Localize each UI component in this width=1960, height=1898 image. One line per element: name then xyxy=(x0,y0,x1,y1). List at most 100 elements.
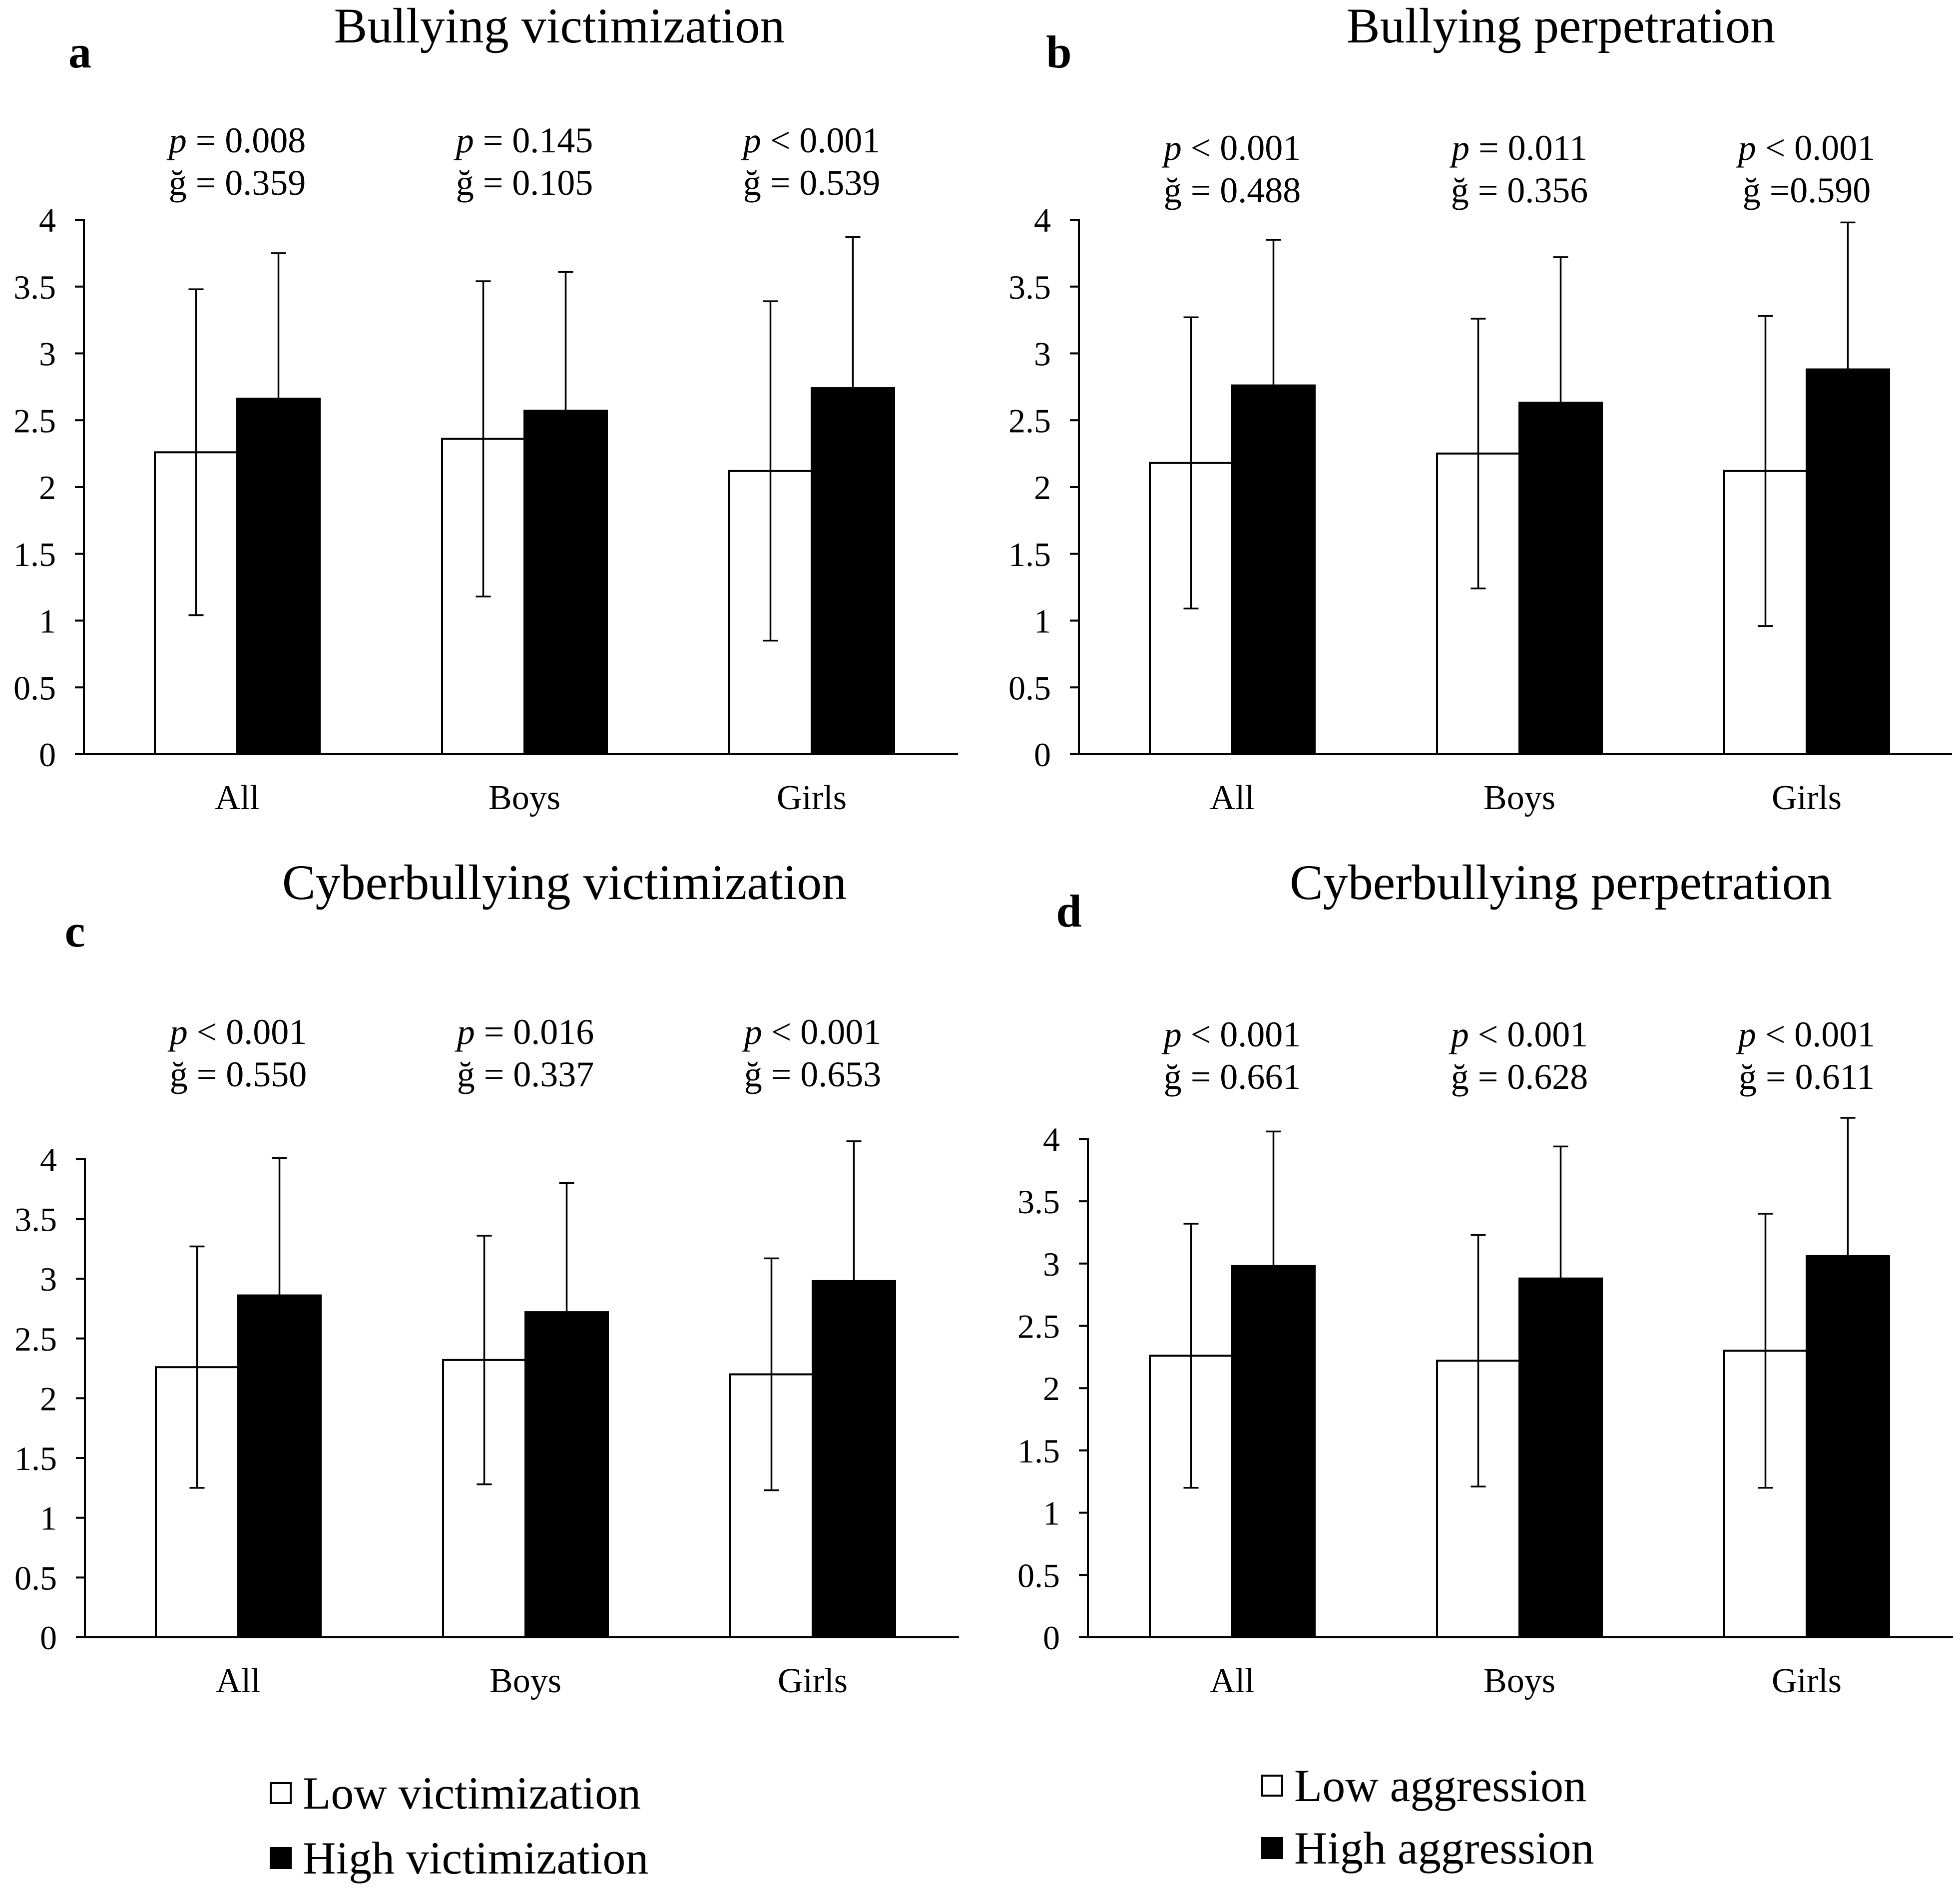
y-tick-label: 1.5 xyxy=(1017,1432,1060,1470)
category-label: Girls xyxy=(1772,779,1842,817)
effect-size-annotation: ğ = 0.628 xyxy=(1451,1057,1588,1097)
legend-aggression: Low aggression High aggression xyxy=(1261,1761,1811,1876)
chart-title: Cyberbullying perpetration xyxy=(1290,855,1832,910)
chart-title: Bullying perpetration xyxy=(1347,0,1775,53)
y-tick-label: 3.5 xyxy=(1017,1183,1060,1221)
y-tick-label: 3 xyxy=(40,1260,57,1298)
p-value-annotation: p < 0.001 xyxy=(1161,128,1301,168)
effect-size-annotation: ğ = 0.356 xyxy=(1451,170,1588,210)
legend-swatch-black-icon xyxy=(1261,1837,1283,1859)
legend-victimization: Low victimization High victimization xyxy=(270,1768,819,1883)
chart-panel-a: Bullying victimization a 0 0.5 1 1.5 2 2.5 3 3.5 4… xyxy=(13,0,958,817)
category-label: Boys xyxy=(489,779,560,817)
legend-label-low-aggression: Low aggression xyxy=(1294,1760,1587,1811)
y-tick-label: 1 xyxy=(39,602,56,640)
bar-high-girls xyxy=(1806,1255,1890,1638)
legend-item-high-aggression: High aggression xyxy=(1261,1823,1594,1873)
y-tick-label: 1 xyxy=(40,1499,57,1537)
p-value-annotation: p < 0.001 xyxy=(741,120,881,160)
category-label: Boys xyxy=(1483,1662,1555,1700)
p-value-annotation: p < 0.001 xyxy=(1736,1014,1876,1054)
y-tick-label: 0.5 xyxy=(1008,669,1051,707)
effect-size-annotation: ğ = 0.488 xyxy=(1164,170,1301,210)
y-tick-label: 1.5 xyxy=(14,1439,57,1477)
effect-size-annotation: ğ = 0.653 xyxy=(744,1054,882,1094)
panel-letter: d xyxy=(1056,886,1081,937)
p-value-annotation: p < 0.001 xyxy=(1161,1014,1301,1054)
chart-panel-c: Cyberbullying victimization c 0 0.5 1 1.5 2 2.5… xyxy=(14,855,959,1700)
chart-title: Cyberbullying victimization xyxy=(282,855,847,910)
category-label: All xyxy=(1210,779,1254,817)
y-tick-label: 4 xyxy=(1043,1120,1060,1158)
p-value-annotation: p = 0.145 xyxy=(454,120,593,160)
panel-letter: a xyxy=(68,26,91,77)
y-tick-label: 3 xyxy=(1034,335,1051,373)
y-tick-label: 4 xyxy=(1034,201,1051,239)
y-tick-label: 2 xyxy=(1043,1370,1060,1408)
y-tick-label: 3.5 xyxy=(13,268,56,306)
y-tick-label: 3 xyxy=(1043,1245,1060,1283)
category-label: Girls xyxy=(778,1662,848,1700)
chart-panel-d: Cyberbullying perpetration d 0 0.5 1 1.5 2 2.5 3… xyxy=(1017,855,1953,1700)
legend-swatch-white-icon xyxy=(270,1782,292,1804)
category-label: Boys xyxy=(490,1662,561,1700)
y-tick-label: 2.5 xyxy=(14,1320,57,1358)
effect-size-annotation: ğ = 0.611 xyxy=(1739,1057,1875,1097)
y-tick-label: 2 xyxy=(39,469,56,506)
y-tick-label: 2 xyxy=(1034,469,1051,506)
p-value-annotation: p = 0.011 xyxy=(1449,128,1587,168)
legend-item-low-aggression: Low aggression xyxy=(1261,1761,1586,1811)
y-tick-label: 2 xyxy=(40,1380,57,1418)
y-tick-label: 1 xyxy=(1034,602,1051,640)
p-value-annotation: p < 0.001 xyxy=(742,1012,882,1052)
p-value-annotation: p < 0.001 xyxy=(1736,128,1876,168)
y-tick-label: 0.5 xyxy=(13,669,56,707)
y-tick-label: 0 xyxy=(39,736,56,774)
y-tick-label: 2.5 xyxy=(1008,402,1051,440)
chart-title: Bullying victimization xyxy=(334,0,785,53)
y-tick-label: 2.5 xyxy=(13,402,56,440)
effect-size-annotation: ğ = 0.105 xyxy=(456,163,593,203)
effect-size-annotation: ğ = 0.359 xyxy=(169,163,306,203)
effect-size-annotation: ğ = 0.661 xyxy=(1164,1057,1301,1097)
effect-size-annotation: ğ = 0.539 xyxy=(743,163,881,203)
legend-item-high-victimization: High victimization xyxy=(270,1833,648,1883)
y-tick-label: 4 xyxy=(40,1141,57,1179)
effect-size-annotation: ğ =0.590 xyxy=(1743,170,1871,210)
y-tick-label: 1 xyxy=(1043,1494,1060,1532)
bar-high-boys xyxy=(523,410,608,755)
y-tick-label: 1.5 xyxy=(1008,535,1051,573)
category-label: Girls xyxy=(777,779,847,817)
effect-size-annotation: ğ = 0.550 xyxy=(170,1054,307,1094)
y-tick-label: 2.5 xyxy=(1017,1308,1060,1346)
effect-size-annotation: ğ = 0.337 xyxy=(457,1054,594,1094)
category-label: All xyxy=(1210,1662,1254,1700)
category-label: Girls xyxy=(1772,1662,1842,1700)
legend-swatch-black-icon xyxy=(270,1847,292,1869)
y-tick-label: 0 xyxy=(1034,736,1051,774)
category-label: Boys xyxy=(1483,779,1555,817)
y-tick-label: 3.5 xyxy=(14,1200,57,1238)
y-tick-label: 0 xyxy=(1043,1619,1060,1657)
panel-letter: b xyxy=(1046,26,1071,77)
y-tick-label: 0.5 xyxy=(14,1559,57,1597)
category-label: All xyxy=(215,779,259,817)
y-tick-label: 1.5 xyxy=(13,535,56,573)
legend-item-low-victimization: Low victimization xyxy=(270,1768,641,1818)
legend-label-low-victimization: Low victimization xyxy=(303,1768,641,1819)
legend-swatch-white-icon xyxy=(1261,1775,1283,1797)
y-tick-label: 3 xyxy=(39,335,56,373)
y-tick-label: 0.5 xyxy=(1017,1556,1060,1594)
p-value-annotation: p < 0.001 xyxy=(1449,1014,1588,1054)
p-value-annotation: p = 0.016 xyxy=(455,1012,594,1052)
legend-label-high-victimization: High victimization xyxy=(303,1833,649,1884)
panel-letter: c xyxy=(65,906,85,956)
p-value-annotation: p < 0.001 xyxy=(167,1012,307,1052)
y-tick-label: 4 xyxy=(39,201,56,239)
y-tick-label: 3.5 xyxy=(1008,268,1051,306)
y-tick-label: 0 xyxy=(40,1619,57,1657)
category-label: All xyxy=(216,1662,260,1700)
p-value-annotation: p = 0.008 xyxy=(166,120,306,160)
chart-panel-b: Bullying perpetration b 0 0.5 1 1.5 2 2.5 3 3.5 4 A… xyxy=(1008,0,1952,817)
